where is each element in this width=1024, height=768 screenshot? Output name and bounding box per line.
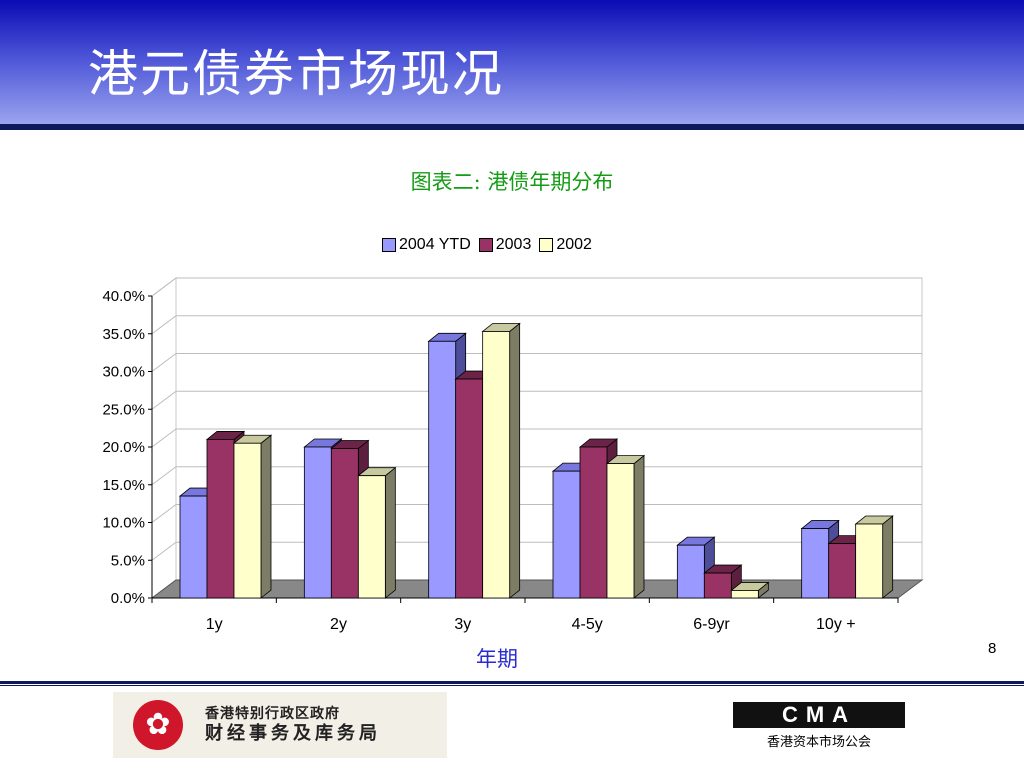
gov-logo-line2: 财经事务及库务局 [205, 722, 381, 744]
bar [552, 470, 581, 599]
bar [428, 340, 457, 599]
legend-entry-2004: 2004 YTD [382, 236, 471, 254]
gridline [151, 277, 922, 297]
bar [233, 442, 262, 599]
chart-legend: 2004 YTD 2003 2002 [382, 236, 592, 254]
y-tick-label: 40.0% [102, 288, 145, 305]
bar-side [260, 434, 272, 599]
bar [357, 475, 386, 599]
y-tick-label: 5.0% [111, 552, 145, 569]
y-tick-label: 0.0% [111, 590, 145, 607]
bar [179, 495, 208, 599]
cma-logo: CMA [733, 702, 905, 728]
gridline [151, 541, 922, 561]
bar [676, 544, 705, 599]
gridline [151, 466, 922, 486]
legend-swatch-2004 [382, 238, 396, 252]
bar [579, 446, 608, 599]
legend-entry-2003: 2003 [478, 236, 532, 254]
bar-side [384, 466, 396, 599]
legend-label-2002: 2002 [556, 236, 592, 253]
bar [828, 543, 857, 599]
legend-swatch-2003 [478, 238, 493, 252]
y-tick-label: 30.0% [102, 364, 145, 381]
gridline [151, 504, 922, 523]
bar [703, 572, 732, 599]
bar-side [633, 454, 645, 599]
gridline [151, 315, 922, 335]
footer-rule-thin [0, 685, 1024, 686]
bauhinia-emblem-icon [133, 700, 183, 750]
bar [606, 463, 635, 599]
bar [303, 446, 332, 599]
bar [330, 448, 359, 599]
gridline [151, 428, 922, 448]
page-number: 8 [988, 640, 997, 657]
legend-entry-2002: 2002 [539, 236, 592, 254]
gov-logo-line1: 香港特别行政区政府 [205, 705, 340, 722]
y-tick-label: 20.0% [102, 439, 145, 456]
x-axis-label: 年期 [476, 647, 518, 671]
bar [801, 528, 830, 599]
x-tick-label: 10y + [816, 616, 856, 633]
gov-logo-text: 香港特别行政区政府 财经事务及库务局 [205, 706, 381, 744]
cma-name: 香港资本市场公会 [766, 735, 871, 750]
bar [206, 439, 235, 599]
y-tick-label: 35.0% [102, 326, 145, 343]
bar-side [509, 322, 521, 599]
legend-label-2003: 2003 [495, 236, 532, 253]
bar [455, 378, 484, 599]
bar-chart: 0.0% 5.0% 10.0% 15.0% 20.0% 25.0% 30.0% 35.0% 40… [102, 277, 924, 671]
slide-header [0, 0, 1024, 124]
y-tick-label: 25.0% [102, 401, 145, 418]
x-tick-label: 3y [454, 616, 471, 633]
bar [855, 523, 884, 599]
gov-logo: 香港特别行政区政府 财经事务及库务局 [113, 692, 447, 758]
bar [730, 590, 759, 599]
legend-swatch-2002 [539, 238, 554, 252]
footer-rule [0, 681, 1024, 684]
legend-label-2004: 2004 YTD [399, 236, 471, 253]
y-tick-label: 10.0% [102, 515, 145, 532]
gridline [151, 353, 922, 372]
x-tick-label: 4-5y [572, 616, 603, 633]
bar-side [882, 515, 894, 599]
y-tick-label: 15.0% [102, 477, 145, 494]
x-tick-label: 1y [206, 616, 223, 633]
header-rule [0, 124, 1024, 130]
x-tick-label: 6-9yr [693, 616, 730, 633]
x-tick-label: 2y [330, 616, 347, 633]
gridline [151, 390, 922, 410]
slide-title: 港元债券市场现况 [88, 45, 504, 103]
chart-title: 图表二: 港债年期分布 [410, 170, 614, 194]
bar [482, 331, 511, 599]
